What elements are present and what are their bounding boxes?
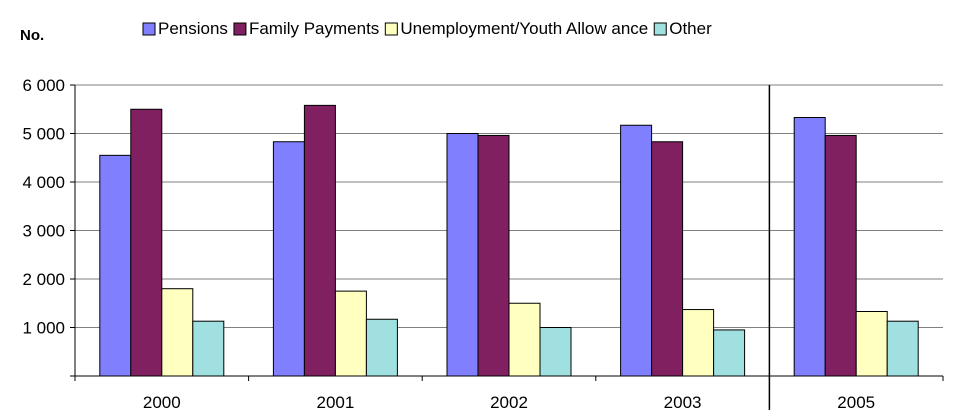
bar-pensions-2002 bbox=[446, 133, 479, 377]
bar-other-2002 bbox=[539, 327, 572, 377]
legend-swatch-family-payments bbox=[233, 22, 247, 36]
bar-pensions-2005 bbox=[793, 116, 826, 377]
bar-unemployment-youth-allow-ance-2003 bbox=[682, 309, 715, 377]
bar-family-payments-2005 bbox=[824, 134, 857, 377]
y-axis-label: No. bbox=[20, 27, 44, 44]
bar-unemployment-youth-allow-ance-2005 bbox=[855, 310, 888, 377]
bar-unemployment-youth-allow-ance-2000 bbox=[161, 288, 194, 377]
y-tick-label: 3 000 bbox=[22, 222, 65, 241]
y-tick-label: 4 000 bbox=[22, 173, 65, 192]
axes bbox=[70, 84, 944, 410]
bar-family-payments-2002 bbox=[477, 134, 510, 377]
legend-swatch-unemployment-youth-allow-ance bbox=[384, 22, 398, 36]
bar-family-payments-2003 bbox=[651, 141, 684, 377]
bar-other-2003 bbox=[713, 329, 746, 377]
bar-other-2001 bbox=[365, 318, 398, 377]
y-tick-labels: 6 000 5 000 4 000 3 000 2 000 1 000 bbox=[22, 76, 65, 338]
legend-swatch-other bbox=[653, 22, 667, 36]
x-tick-label: 2002 bbox=[490, 393, 528, 412]
legend-label-family-payments: Family Payments bbox=[249, 19, 379, 38]
bar-pensions-2003 bbox=[620, 124, 653, 377]
bars bbox=[99, 104, 919, 377]
x-tick-label: 2000 bbox=[143, 393, 181, 412]
bar-unemployment-youth-allow-ance-2001 bbox=[334, 290, 367, 377]
x-tick-label: 2001 bbox=[316, 393, 354, 412]
legend: Pensions Family Payments Unemployment/Yout… bbox=[142, 19, 712, 38]
bar-family-payments-2001 bbox=[303, 104, 336, 377]
x-tick-label: 2003 bbox=[664, 393, 702, 412]
x-tick-label: 2005 bbox=[837, 393, 875, 412]
legend-swatch-pensions bbox=[142, 22, 156, 36]
x-tick-labels: 2000 2001 2002 2003 2005 bbox=[143, 393, 875, 412]
bar-other-2005 bbox=[886, 320, 919, 377]
bar-other-2000 bbox=[192, 320, 225, 377]
bar-family-payments-2000 bbox=[130, 108, 163, 377]
legend-label-pensions: Pensions bbox=[158, 19, 228, 38]
bar-pensions-2001 bbox=[272, 141, 305, 377]
y-tick-label: 5 000 bbox=[22, 125, 65, 144]
y-tick-label: 6 000 bbox=[22, 76, 65, 95]
y-tick-label: 1 000 bbox=[22, 319, 65, 338]
bar-pensions-2000 bbox=[99, 154, 132, 377]
legend-label-other: Other bbox=[669, 19, 712, 38]
legend-label-unemployment-youth-allow-ance: Unemployment/Youth Allow ance bbox=[400, 19, 648, 38]
y-tick-label: 2 000 bbox=[22, 270, 65, 289]
bar-unemployment-youth-allow-ance-2002 bbox=[508, 302, 541, 377]
